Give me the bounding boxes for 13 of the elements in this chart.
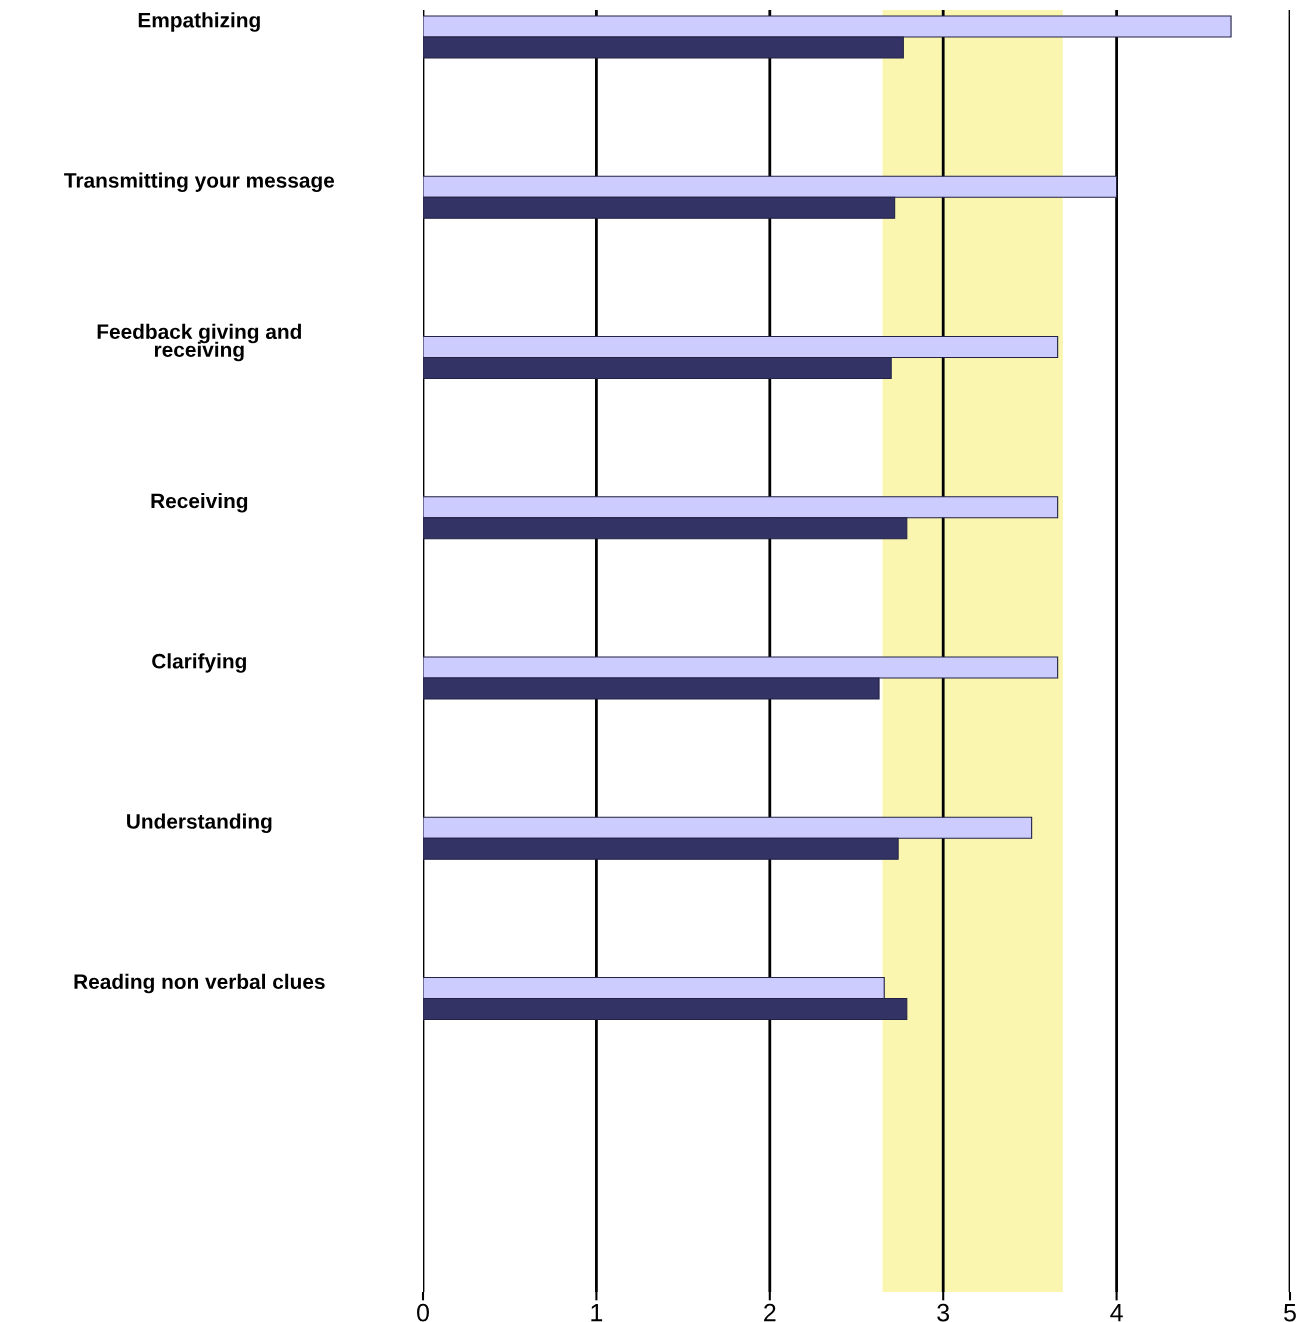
x-tick-label: 3 <box>937 1303 950 1322</box>
y-tick-label: Reading non verbal clues <box>74 973 325 994</box>
x-tick-label: 0 <box>417 1303 429 1322</box>
x-tick-label: 2 <box>764 1303 776 1322</box>
x-tick-label: 4 <box>1110 1304 1123 1322</box>
y-tick-label: Feedback giving and receiving <box>97 323 301 362</box>
y-tick-label: Understanding <box>127 813 272 834</box>
x-tick-label: 1 <box>591 1304 603 1322</box>
y-tick-label: Empathizing <box>138 12 260 32</box>
x-tick-label: 5 <box>1284 1304 1296 1322</box>
y-tick-label: Receiving <box>151 493 248 513</box>
y-tick-label: Transmitting your message <box>64 172 335 193</box>
y-tick-label: Clarifying <box>152 653 246 673</box>
